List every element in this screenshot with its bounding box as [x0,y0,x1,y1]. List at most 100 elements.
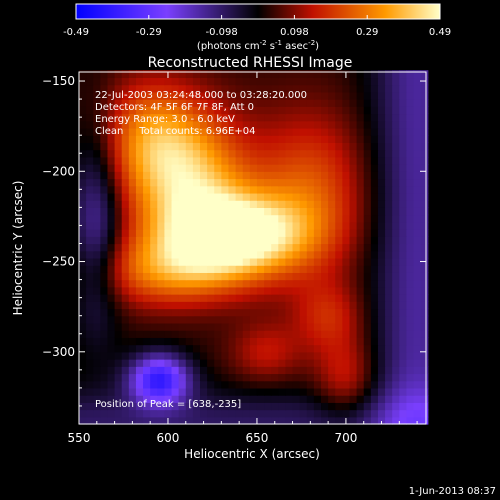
heatmap-cell [264,257,272,266]
heatmap-cell [299,366,308,375]
heatmap-cell [356,221,365,230]
heatmap-cell [377,77,386,86]
heatmap-cell [171,192,180,201]
heatmap-cell [128,127,137,136]
heatmap-cell [207,243,215,252]
heatmap-cell [370,99,379,107]
heatmap-cell [406,221,415,230]
heatmap-cell [392,337,400,346]
heatmap-cell [221,77,230,86]
heatmap-cell [356,229,365,237]
heatmap-cell [93,416,101,425]
heatmap-cell [249,178,258,187]
heatmap-cell [363,286,372,295]
heatmap-cell [328,416,336,425]
heatmap-cell [242,171,251,180]
heatmap-cell [285,106,294,115]
heatmap-cell [292,387,301,396]
heatmap-cell [271,387,279,396]
heatmap-cell [249,236,258,245]
heatmap-cell [313,120,322,129]
heatmap-cell [128,286,137,295]
heatmap-cell [86,344,94,353]
heatmap-cell [271,192,279,201]
heatmap-cell [249,301,258,310]
heatmap-cell [420,272,429,281]
heatmap-cell [135,77,144,86]
heatmap-cell [271,171,279,180]
heatmap-cell [264,265,272,273]
heatmap-cell [100,99,109,107]
heatmap-cell [335,84,343,93]
heatmap-cell [192,416,201,425]
heatmap-cell [228,359,237,367]
heatmap-cell [171,149,180,158]
heatmap-cell [79,402,87,411]
heatmap-cell [164,344,173,353]
heatmap-cell [406,344,415,353]
heatmap-cell [313,207,322,216]
heatmap-cell [114,322,123,331]
heatmap-cell [313,387,322,396]
heatmap-cell [185,207,194,216]
heatmap-cell [256,416,265,425]
heatmap-cell [185,214,194,223]
heatmap-cell [185,308,194,317]
heatmap-cell [93,409,101,418]
heatmap-cell [178,200,187,208]
heatmap-cell [86,265,94,273]
heatmap-cell [370,91,379,100]
heatmap-cell [335,395,343,403]
heatmap-cell [285,395,294,403]
heatmap-cell [264,214,272,223]
heatmap-cell [313,84,322,93]
heatmap-cell [221,380,230,389]
heatmap-cell [164,142,173,151]
heatmap-cell [235,409,244,418]
heatmap-cell [356,402,365,411]
heatmap-cell [185,257,194,266]
heatmap-cell [392,265,400,273]
heatmap-cell [121,185,130,194]
heatmap-cell [192,106,201,115]
heatmap-cell [128,366,137,375]
heatmap-cell [249,221,258,230]
heatmap-cell [306,156,315,165]
heatmap-cell [86,99,94,107]
heatmap-cell [342,409,351,418]
heatmap-cell [242,250,251,259]
heatmap-cell [335,106,343,115]
heatmap-cell [356,250,365,259]
y-tick-label: −300 [42,345,75,359]
heatmap-cell [292,301,301,310]
heatmap-cell [321,207,329,216]
heatmap-cell [342,185,351,194]
heatmap-cell [79,315,87,324]
heatmap-cell [399,286,408,295]
heatmap-cell [249,322,258,331]
heatmap-cell [185,135,194,143]
heatmap-cell [285,387,294,396]
heatmap-cell [370,171,379,180]
heatmap-cell [143,200,151,208]
heatmap-cell [335,113,343,122]
heatmap-cell [135,99,144,107]
heatmap-cell [278,106,287,115]
heatmap-cell [256,214,265,223]
heatmap-cell [150,250,158,259]
heatmap-cell [363,185,372,194]
heatmap-cell [292,250,301,259]
heatmap-cell [406,164,415,172]
heatmap-cell [107,250,116,259]
heatmap-cell [385,106,393,115]
heatmap-cell [207,207,215,216]
heatmap-cell [228,315,237,324]
heatmap-cell [79,127,87,136]
heatmap-cell [107,120,116,129]
heatmap-cell [150,315,158,324]
heatmap-cell [356,279,365,288]
heatmap-cell [299,113,308,122]
heatmap-cell [349,395,358,403]
heatmap-cell [164,257,173,266]
heatmap-cell [256,409,265,418]
